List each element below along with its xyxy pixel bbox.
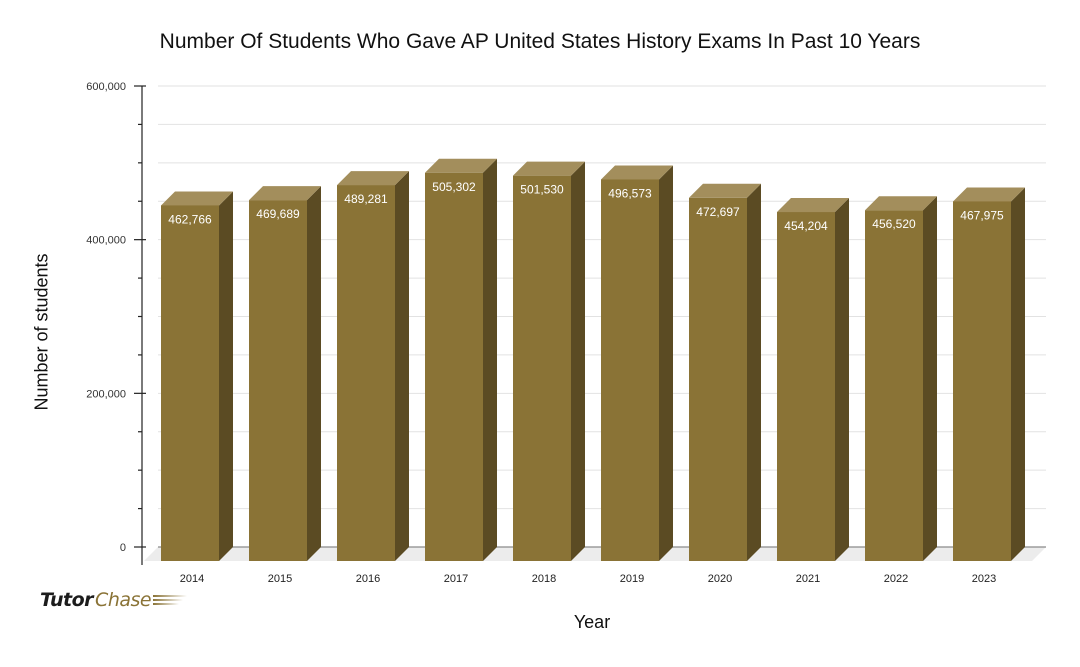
svg-text:0: 0: [120, 542, 126, 554]
svg-text:456,520: 456,520: [872, 217, 916, 231]
svg-text:200,000: 200,000: [86, 388, 126, 400]
svg-text:2014: 2014: [180, 573, 204, 585]
svg-text:501,530: 501,530: [520, 183, 564, 197]
bar-2016: 489,281: [337, 171, 409, 561]
logo-text-chase: Chase: [95, 589, 152, 611]
bar-2018: 501,530: [513, 161, 585, 561]
svg-text:2016: 2016: [356, 573, 380, 585]
svg-text:2017: 2017: [444, 573, 468, 585]
svg-text:505,302: 505,302: [432, 180, 476, 194]
svg-text:454,204: 454,204: [784, 219, 828, 233]
svg-text:462,766: 462,766: [168, 212, 212, 226]
svg-text:472,697: 472,697: [696, 205, 740, 219]
svg-text:2018: 2018: [532, 573, 556, 585]
bar-2015: 469,689: [249, 186, 321, 561]
y-axis: 0 200,000 400,000 600,000: [86, 81, 146, 565]
bar-2019: 496,573: [601, 165, 673, 561]
bar-2020: 472,697: [689, 183, 761, 561]
svg-text:2019: 2019: [620, 573, 644, 585]
bars: 462,766 469,689 489,281 505,302 501,530 496,5…: [161, 158, 1025, 561]
svg-text:2022: 2022: [884, 573, 908, 585]
bar-2017: 505,302: [425, 158, 497, 561]
x-axis-ticks: 2014 2015 2016 2017 2018 2019 2020 2021 2022 2023: [180, 573, 996, 585]
svg-text:496,573: 496,573: [608, 186, 652, 200]
svg-text:2020: 2020: [708, 573, 732, 585]
logo-text-tutor: Tutor: [40, 589, 94, 611]
svg-text:2015: 2015: [268, 573, 292, 585]
svg-text:467,975: 467,975: [960, 208, 1004, 222]
bar-2022: 456,520: [865, 196, 937, 561]
bar-2021: 454,204: [777, 198, 849, 561]
tutorchase-logo: Tutor Chase: [40, 588, 188, 612]
bar-2023: 467,975: [953, 187, 1025, 561]
bar-2014: 462,766: [161, 191, 233, 561]
speed-lines-icon: [153, 595, 188, 605]
svg-text:2023: 2023: [972, 573, 996, 585]
svg-text:489,281: 489,281: [344, 192, 388, 206]
svg-text:469,689: 469,689: [256, 207, 300, 221]
svg-text:2021: 2021: [796, 573, 820, 585]
chart-title: Number Of Students Who Gave AP United St…: [159, 30, 921, 53]
svg-text:600,000: 600,000: [86, 81, 126, 93]
x-axis-label: Year: [573, 612, 611, 632]
svg-text:400,000: 400,000: [86, 235, 126, 247]
